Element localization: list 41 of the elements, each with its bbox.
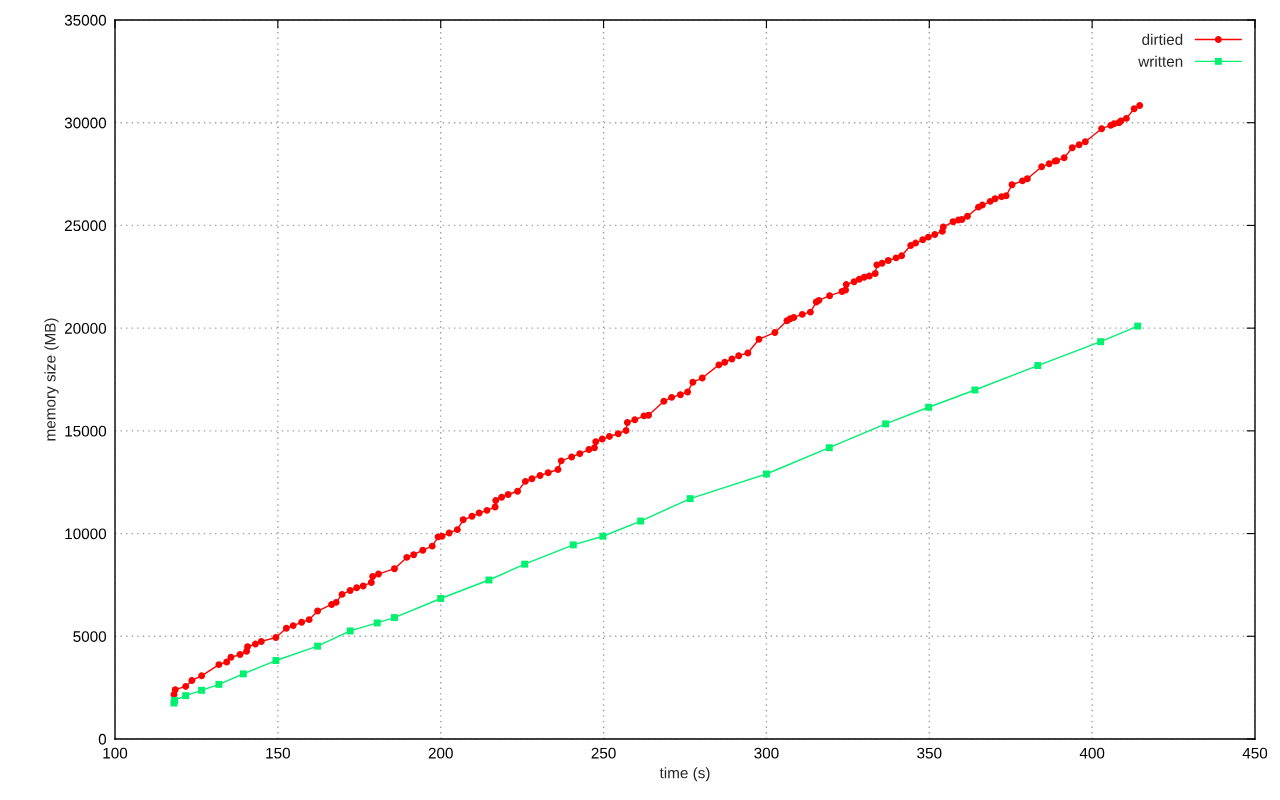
point bbox=[272, 657, 280, 664]
y-tick-label: 25000 bbox=[64, 220, 107, 232]
x-tick-label: 350 bbox=[917, 747, 942, 759]
point bbox=[686, 495, 694, 503]
y-tick-label: 35000 bbox=[64, 14, 107, 26]
y-tick-label: 5000 bbox=[73, 631, 107, 642]
point bbox=[314, 642, 322, 650]
point bbox=[599, 532, 607, 540]
x-tick-label: 400 bbox=[1079, 747, 1105, 759]
y-tick-label: 20000 bbox=[64, 323, 107, 334]
x-tick-label: 250 bbox=[591, 747, 616, 759]
point bbox=[390, 614, 398, 622]
point bbox=[215, 680, 223, 688]
point bbox=[373, 619, 381, 627]
point bbox=[198, 686, 206, 694]
point bbox=[182, 692, 190, 700]
point bbox=[437, 595, 445, 602]
y-tick-label: 30000 bbox=[64, 117, 107, 129]
x-axis-title: time (s) bbox=[659, 767, 710, 782]
x-tick-label: 450 bbox=[1242, 747, 1268, 759]
legend-label: written bbox=[1138, 55, 1183, 67]
point bbox=[1034, 362, 1042, 369]
x-tick-label: 100 bbox=[103, 747, 128, 759]
point bbox=[637, 517, 645, 525]
x-tick-label: 200 bbox=[428, 747, 453, 759]
point bbox=[346, 627, 354, 635]
point bbox=[1134, 322, 1142, 330]
point bbox=[569, 541, 577, 549]
x-tick-label: 150 bbox=[266, 747, 291, 759]
point bbox=[825, 444, 833, 452]
y-tick-label: 10000 bbox=[65, 528, 107, 540]
point bbox=[239, 670, 247, 678]
legend-label: dirtied bbox=[1142, 33, 1183, 45]
y-tick-label: 0 bbox=[98, 733, 107, 745]
point bbox=[925, 403, 933, 411]
y-tick-label: 15000 bbox=[65, 425, 107, 437]
point bbox=[1097, 338, 1105, 346]
x-tick-label: 300 bbox=[754, 747, 779, 759]
point bbox=[521, 560, 529, 568]
y-axis-title: memory size (MB) bbox=[44, 318, 59, 441]
point bbox=[882, 420, 890, 428]
